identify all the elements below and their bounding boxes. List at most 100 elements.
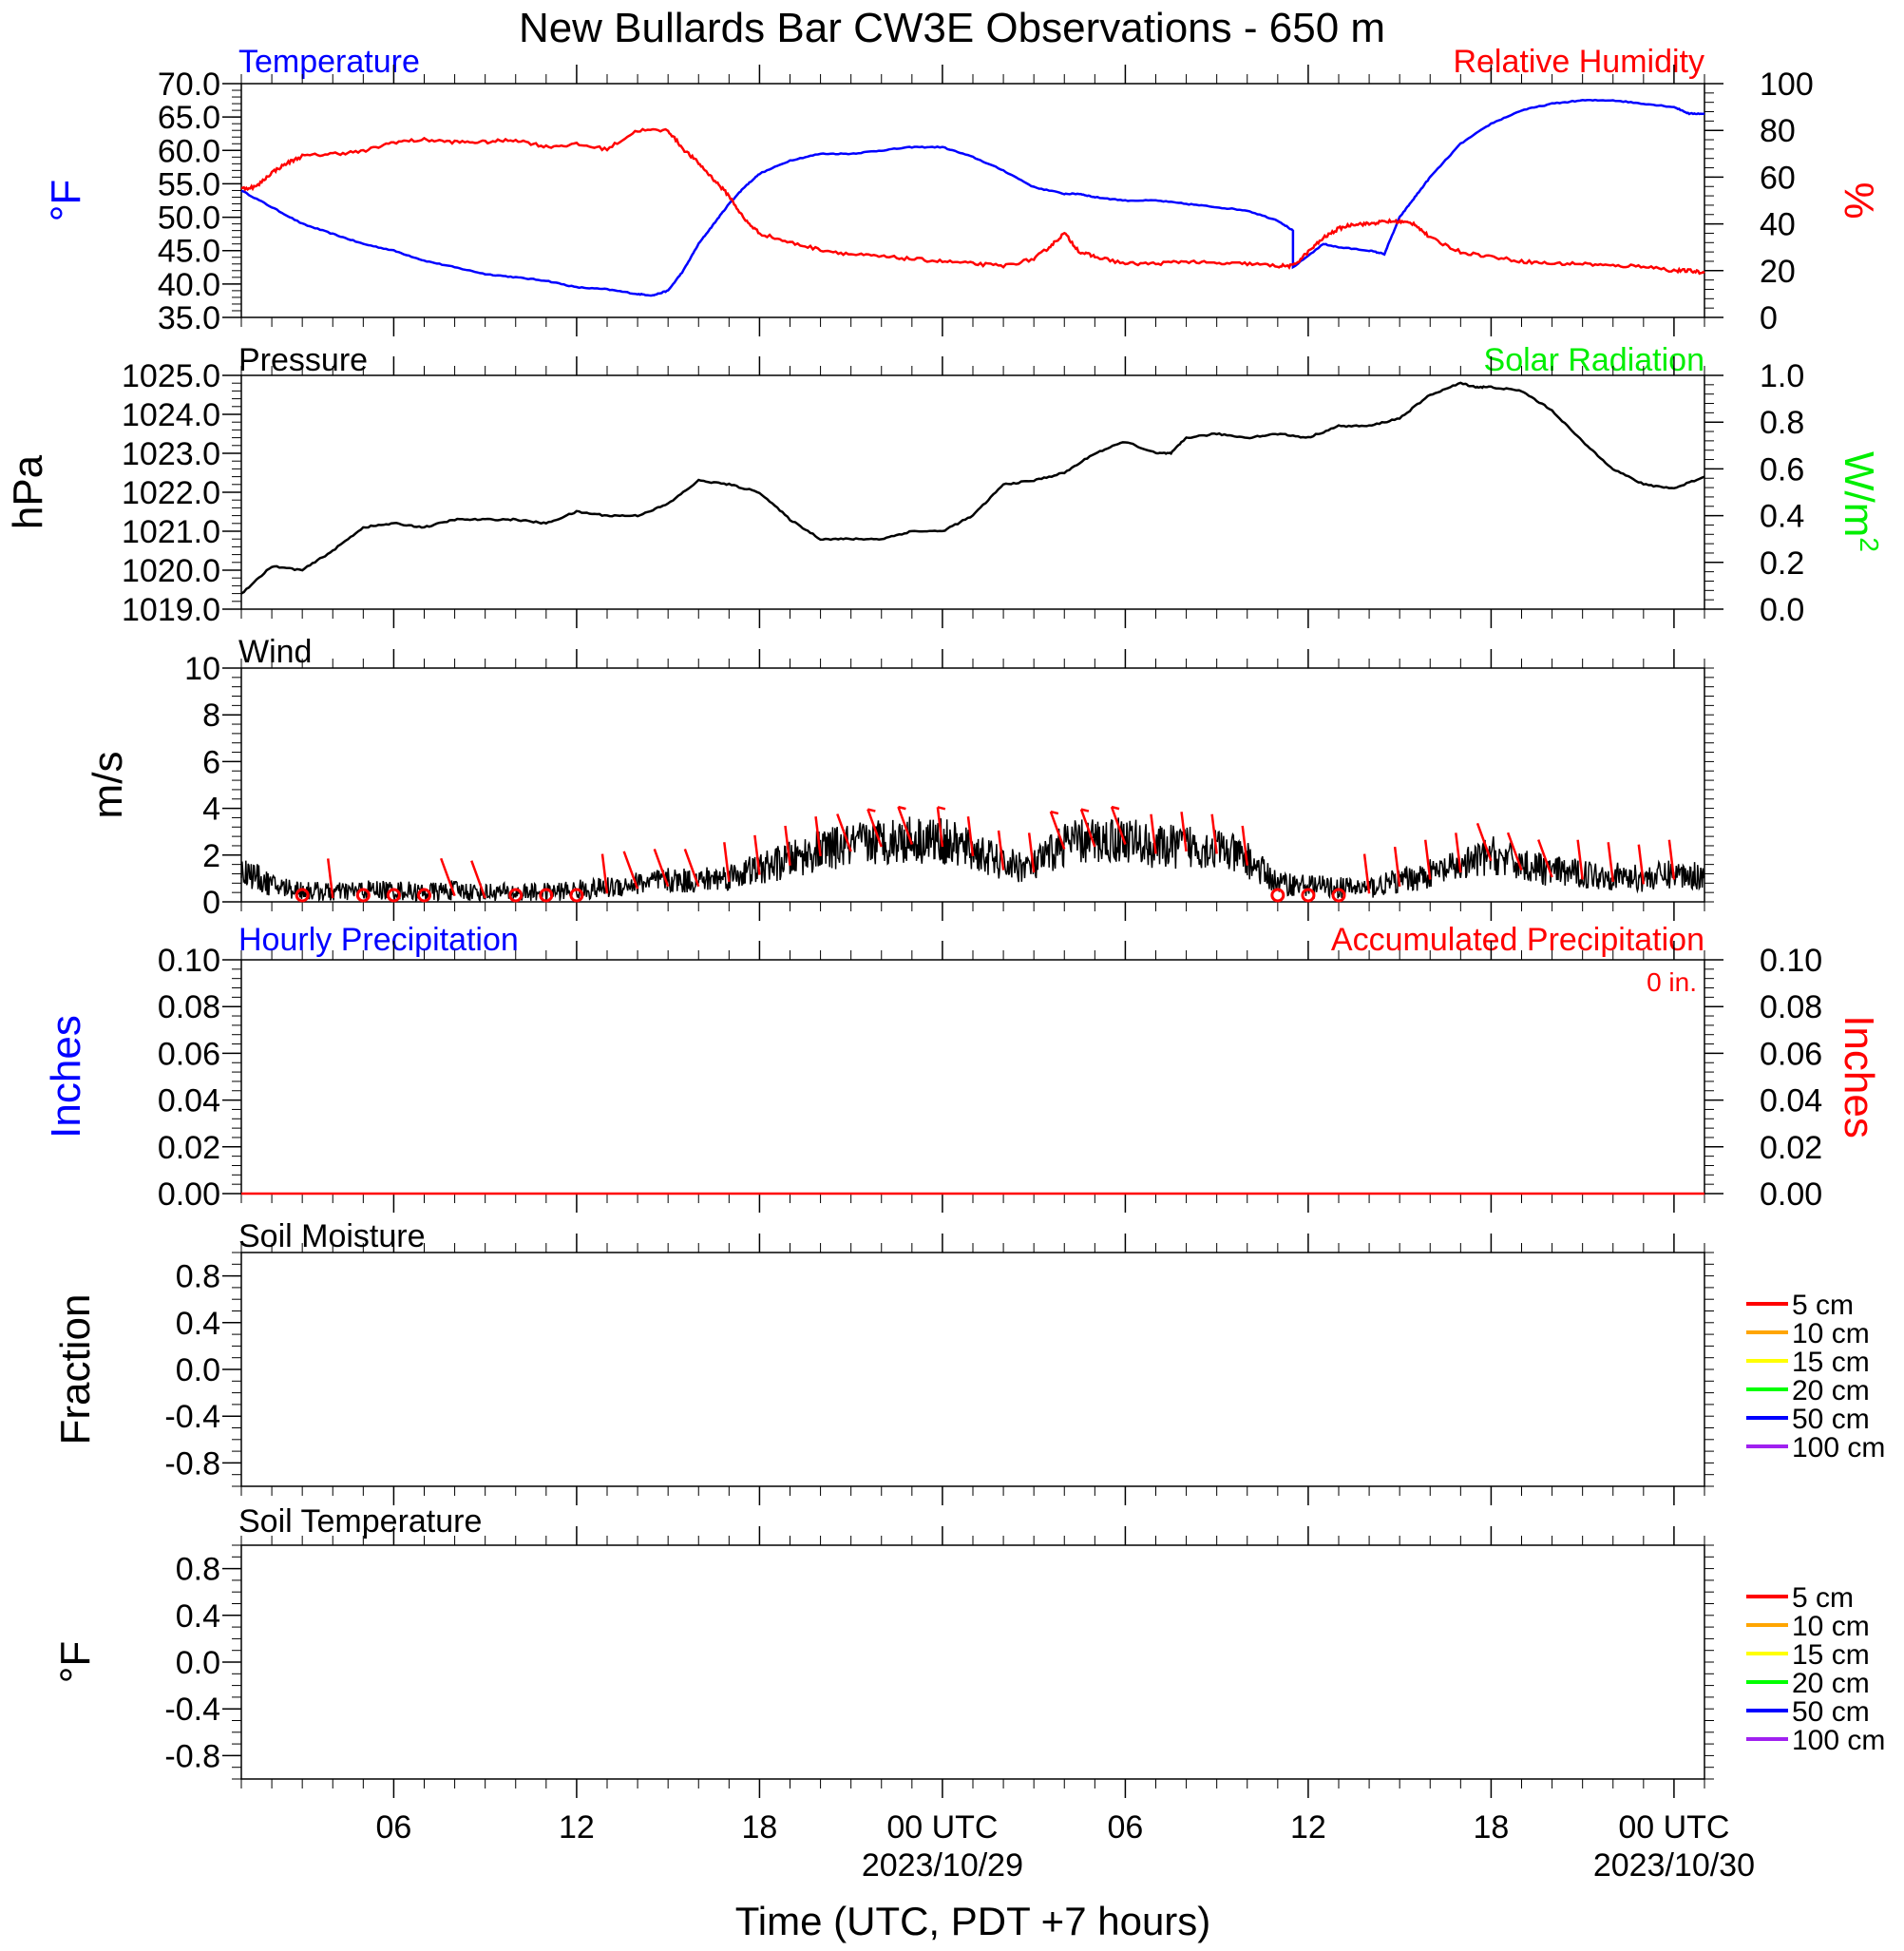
wind-barb: [814, 816, 822, 857]
y-tick-label: 0: [202, 885, 220, 921]
wind-barb-flag: [1050, 810, 1059, 815]
wind-barb: [1362, 853, 1371, 894]
soil-moisture-y-ticks: -0.8 -0.4 0.0 0.4 0.8: [164, 1252, 1714, 1487]
y-tick-label: 0.08: [1760, 989, 1822, 1025]
wind-barb-calm: [1270, 888, 1285, 903]
y-tick-label: 40.0: [158, 267, 220, 303]
y-tick-label: 60: [1760, 160, 1796, 196]
wind-barb: [1476, 822, 1493, 862]
wind-barb-flag: [1111, 805, 1120, 811]
series-line-pressure: [240, 381, 1705, 595]
y-tick-label: 6: [202, 744, 220, 780]
y-tick-label: 50.0: [158, 201, 220, 237]
x-ticks: [240, 65, 1705, 336]
legend-label: 5 cm: [1792, 1582, 1854, 1614]
y-tick-label: 0.0: [176, 1352, 220, 1388]
hourly-precip-y-ticks: 0.00 0.02 0.04 0.06 0.08 0.10: [158, 943, 241, 1213]
x-tick-label: 06: [1108, 1809, 1144, 1846]
y-tick-label: 80: [1760, 113, 1796, 149]
soil-moisture-axis-label: Fraction: [52, 1294, 99, 1445]
wind-title: Wind: [238, 634, 312, 670]
wind-barb: [866, 809, 883, 848]
wind-barb-calm: [417, 888, 431, 903]
wind-barb: [326, 858, 334, 899]
wind-barb: [470, 860, 486, 899]
wind-barb: [966, 816, 975, 857]
y-tick-label: 1025.0: [122, 358, 220, 394]
y-tick-label: 0.0: [1760, 592, 1804, 628]
x-tick-label: 00 UTC: [1618, 1809, 1729, 1846]
x-tick-label: 00 UTC: [886, 1809, 998, 1846]
wind-barb-calm: [1301, 888, 1316, 903]
wind-barb-flag: [937, 806, 946, 811]
y-tick-label: 0.4: [176, 1306, 220, 1342]
accumulated-precip-title: Accumulated Precipitation: [1331, 922, 1704, 958]
legend-label: 100 cm: [1792, 1432, 1885, 1463]
y-tick-label: 4: [202, 792, 220, 828]
wind-barb: [1241, 825, 1248, 866]
wind-axis-label: m/s: [85, 752, 131, 819]
wind-barb: [653, 848, 670, 888]
y-tick-label: 1.0: [1760, 358, 1804, 394]
hourly-precip-title: Hourly Precipitation: [238, 922, 519, 958]
y-tick-label: 1023.0: [122, 436, 220, 472]
wind-barb: [1180, 812, 1188, 852]
wind-barb: [723, 842, 731, 883]
y-tick-label: 8: [202, 698, 220, 734]
accumulated-precip-y-ticks: 0.00 0.02 0.04 0.06 0.08 0.10: [1704, 943, 1822, 1213]
wind-barb-calm: [1331, 888, 1346, 903]
series-layer: [240, 381, 1705, 595]
wind-barb: [1537, 839, 1553, 878]
wind-barbs: [295, 805, 1676, 903]
y-tick-label: 0.4: [176, 1598, 220, 1635]
y-tick-label: 0: [1760, 300, 1778, 336]
solar-title: Solar Radiation: [1484, 342, 1704, 378]
hourly-precip-axis-label: Inches: [43, 1015, 89, 1138]
wind-barb: [753, 834, 761, 875]
x-tick-label: 18: [1474, 1809, 1510, 1846]
soil-temperature-axis-label: °F: [52, 1641, 99, 1683]
panel-soil-moisture: Soil Moisture Fraction -0.8 -0.4 0.0 0.4 0.8…: [52, 1218, 1885, 1505]
legend-label: 15 cm: [1792, 1347, 1870, 1378]
wind-barb: [683, 848, 700, 888]
wind-barb-flag: [1080, 808, 1090, 813]
y-tick-label: 0.08: [158, 989, 220, 1025]
wind-barb: [1607, 842, 1614, 883]
y-tick-label: 0.00: [1760, 1176, 1822, 1213]
wind-barb: [1079, 809, 1096, 848]
panel-wind: Wind m/s 0 2 4 6 8 10: [85, 634, 1714, 921]
y-tick-label: 45.0: [158, 234, 220, 270]
temperature-y-ticks: 35.040.045.050.055.060.065.070.0: [158, 67, 241, 336]
wind-barb: [440, 857, 456, 897]
series-line-temperature: [240, 98, 1705, 297]
y-tick-label: 1021.0: [122, 514, 220, 550]
wind-barb-calm: [386, 888, 401, 903]
y-tick-label: 0.8: [1760, 405, 1804, 441]
x-tick-label: 18: [742, 1809, 778, 1846]
accumulated-total-label: 0 in.: [1647, 967, 1697, 997]
figure-title: New Bullards Bar CW3E Observations - 650…: [519, 5, 1385, 51]
y-tick-label: 0.8: [176, 1552, 220, 1588]
wind-barb: [897, 806, 914, 846]
x-tick-label: 12: [559, 1809, 595, 1846]
y-tick-label: 65.0: [158, 100, 220, 136]
y-tick-label: -0.8: [164, 1738, 220, 1774]
x-ticks: [240, 1526, 1705, 1798]
legend-label: 20 cm: [1792, 1375, 1870, 1406]
legend-label: 5 cm: [1792, 1290, 1854, 1321]
y-tick-label: 0.4: [1760, 499, 1804, 535]
y-tick-label: 100: [1760, 67, 1814, 103]
y-tick-label: 1022.0: [122, 475, 220, 511]
wind-barb-flag: [898, 805, 906, 811]
wind-barb: [1049, 811, 1066, 850]
y-tick-label: 0.10: [1760, 943, 1822, 979]
y-tick-label: 0.02: [158, 1130, 220, 1166]
humidity-axis-label: %: [1836, 182, 1882, 219]
wind-barb: [1393, 847, 1401, 888]
x-axis-title: Time (UTC, PDT +7 hours): [735, 1899, 1211, 1943]
wind-barb: [1637, 844, 1646, 885]
y-tick-label: 70.0: [158, 67, 220, 103]
soil-moisture-title: Soil Moisture: [238, 1218, 426, 1254]
